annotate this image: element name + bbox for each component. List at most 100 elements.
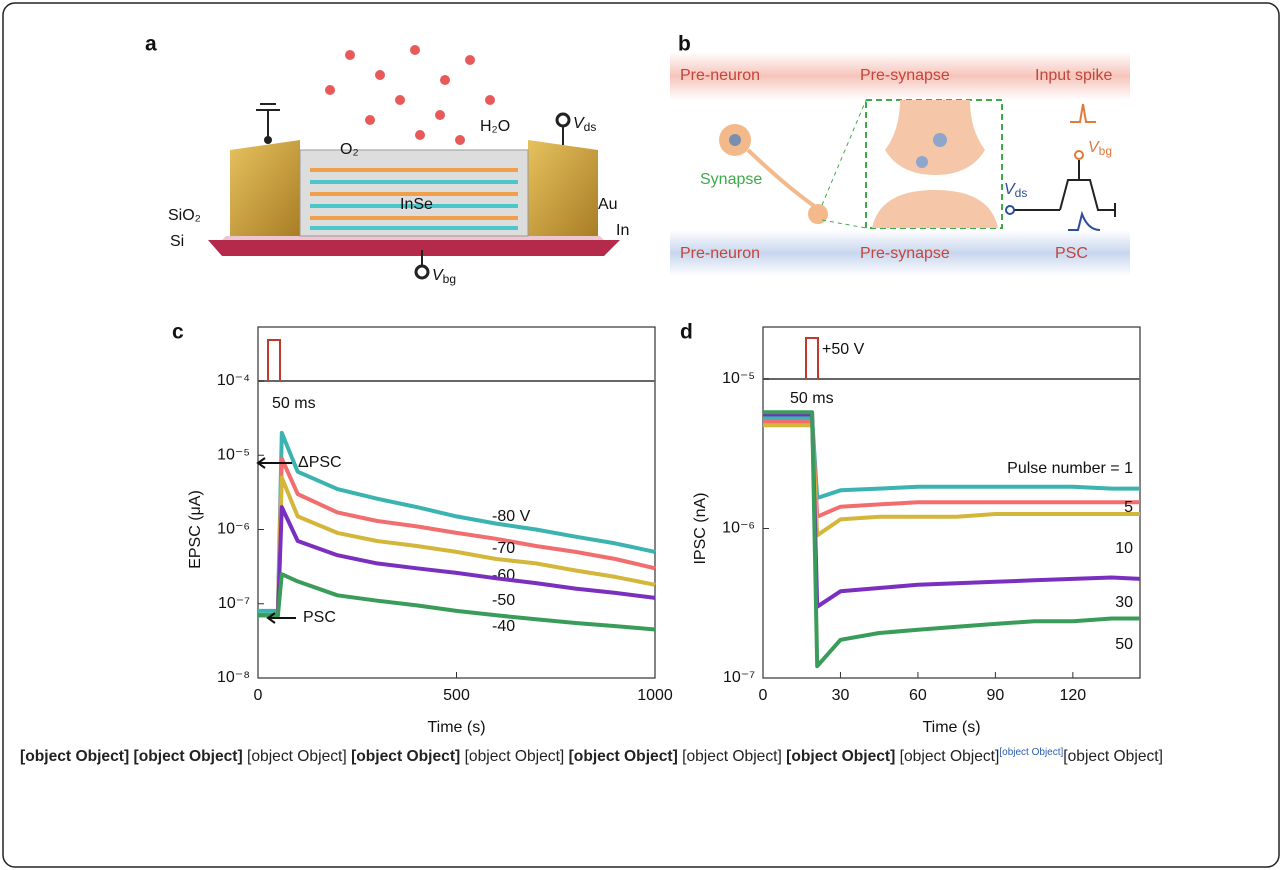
label: bg (443, 272, 456, 286)
label: Vbg (432, 267, 456, 286)
label: H₂O (480, 118, 510, 135)
caption-run: [object Object] (786, 748, 896, 766)
x-tick-label: 0 (254, 687, 263, 704)
x-tick-label: 120 (1060, 687, 1087, 704)
caption-run: [object Object] (351, 748, 461, 766)
label: Pre-synapse (860, 245, 950, 262)
series-label: 10 (1115, 540, 1133, 557)
y-tick-label: 10⁻⁵ (217, 446, 250, 463)
band (670, 52, 1130, 100)
label: V (1004, 181, 1016, 198)
series-line (258, 430, 656, 613)
arrow (256, 457, 292, 469)
caption: [object Object] [object Object] [object … (20, 742, 1260, 768)
terminal (1074, 150, 1084, 160)
vesicle (916, 156, 928, 168)
terminal (264, 136, 272, 144)
series-line (763, 410, 1140, 669)
label: ds (584, 120, 597, 134)
caption-run: [object Object] (464, 748, 565, 766)
label: V (1088, 139, 1100, 156)
nucleus (729, 134, 741, 146)
caption-run: [object Object] (682, 748, 782, 766)
psc-curve (1068, 210, 1101, 231)
terminal (414, 264, 430, 280)
label: ds (1015, 186, 1028, 200)
y-axis-label: IPSC (nA) (692, 492, 709, 564)
label: Vbg (1088, 139, 1112, 158)
series-line (258, 475, 656, 618)
electrode (528, 140, 598, 236)
series-label: -40 (492, 618, 515, 635)
panel-label: b (678, 33, 691, 56)
oxide (222, 236, 604, 240)
annotation: PSC (303, 609, 336, 626)
label: PSC (1055, 245, 1088, 262)
caption-run: [object Object] (133, 748, 243, 766)
series-label: 30 (1115, 594, 1133, 611)
panel-label: a (145, 33, 157, 56)
series-line (763, 423, 1140, 538)
x-tick-label: 1000 (637, 687, 673, 704)
postsynapse (872, 190, 998, 228)
label: Vds (1004, 181, 1027, 200)
x-tick-label: 60 (909, 687, 927, 704)
annotation: 50 ms (272, 395, 316, 412)
caption-run: [object Object] (999, 747, 1064, 758)
y-tick-label: 10⁻⁴ (217, 372, 250, 389)
molecules (325, 45, 495, 145)
caption-run: [object Object] (899, 748, 1000, 766)
label: Au (598, 196, 618, 213)
y-tick-label: 10⁻⁷ (723, 669, 755, 686)
series-line (763, 412, 1141, 609)
electrode (230, 140, 300, 236)
annotation: ΔPSC (298, 454, 342, 471)
label: V (573, 115, 585, 132)
label: O₂ (340, 141, 359, 158)
zoom-line (821, 99, 867, 206)
x-tick-label: 30 (832, 687, 850, 704)
band (670, 230, 1130, 276)
annotation: +50 V (822, 341, 865, 358)
arrow (266, 612, 296, 624)
x-tick-label: 90 (986, 687, 1004, 704)
x-axis-label: Time (s) (922, 719, 980, 736)
panel-a: a O₂ H₂O Vds InSe Au SiO₂ In Si Vbg (145, 33, 629, 287)
label: bg (1099, 144, 1112, 158)
series-line (258, 572, 656, 632)
series-label: 50 (1115, 636, 1133, 653)
label: Pre-synapse (860, 67, 950, 84)
vesicle (933, 133, 947, 147)
x-axis-label: Time (s) (427, 719, 485, 736)
substrate (208, 240, 620, 256)
y-tick-label: 10⁻⁷ (218, 595, 250, 612)
series-label: -70 (492, 540, 515, 557)
label: InSe (400, 196, 433, 213)
series-line (258, 505, 656, 618)
caption-run: [object Object] (568, 748, 678, 766)
annotation: 50 ms (790, 390, 834, 407)
series-label: Pulse number = 1 (1007, 460, 1133, 477)
label: V (432, 267, 444, 284)
panel-label: c (172, 321, 184, 344)
caption-run: [object Object] (247, 748, 347, 766)
label: Input spike (1035, 67, 1112, 84)
x-tick-label: 500 (443, 687, 470, 704)
label: Si (170, 233, 184, 250)
label: In (616, 222, 629, 239)
y-axis-label: EPSC (μA) (187, 490, 204, 569)
terminal (1005, 205, 1015, 215)
y-tick-label: 10⁻⁶ (722, 520, 755, 537)
label: Pre-neuron (680, 245, 760, 262)
wire (1059, 179, 1115, 211)
series-label: -50 (492, 592, 515, 609)
label: SiO₂ (168, 207, 201, 224)
caption-run: [object Object] (1063, 748, 1163, 766)
label: Vds (573, 115, 596, 134)
pulse-shape (267, 339, 281, 381)
series-label: -80 V (492, 508, 531, 525)
panel-label: d (680, 321, 693, 344)
